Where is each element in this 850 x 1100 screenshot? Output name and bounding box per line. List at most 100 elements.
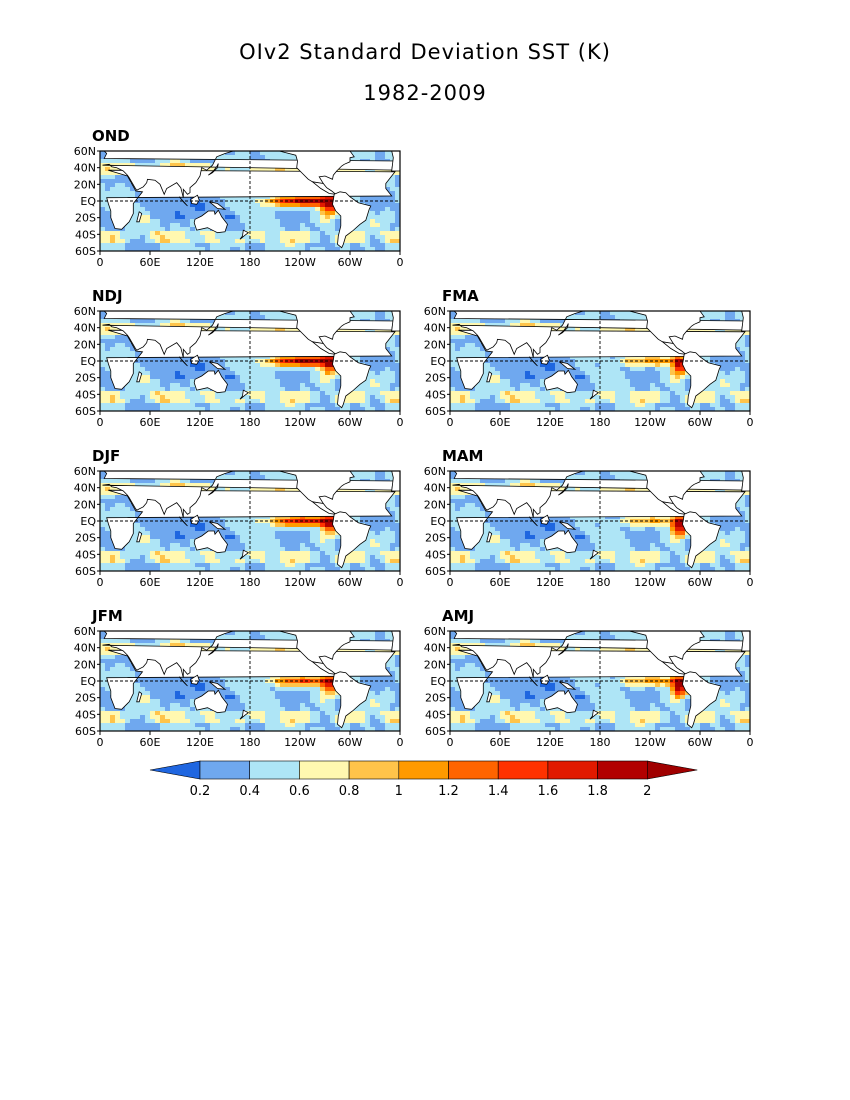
sst-cell: [370, 363, 376, 368]
sst-cell: [390, 207, 396, 212]
sst-cell: [165, 367, 171, 372]
sst-cell: [215, 563, 221, 568]
sst-cell: [155, 695, 161, 700]
sst-cell: [255, 539, 261, 544]
sst-cell: [375, 379, 381, 384]
sst-cell: [180, 407, 186, 412]
sst-cell: [100, 675, 106, 680]
sst-cell: [350, 243, 356, 248]
sst-cell: [130, 551, 136, 556]
sst-cell: [200, 235, 206, 240]
sst-cell: [145, 375, 151, 380]
sst-cell: [330, 379, 336, 384]
sst-cell: [310, 203, 316, 208]
lat-label-2: 20N: [74, 178, 96, 191]
sst-cell: [305, 211, 311, 216]
sst-cell: [125, 551, 131, 556]
sst-cell: [310, 227, 316, 232]
sst-cell: [160, 215, 166, 220]
sst-cell: [165, 371, 171, 376]
sst-cell: [250, 535, 256, 540]
sst-cell: [105, 187, 111, 192]
sst-cell: [250, 383, 256, 388]
sst-cell: [280, 219, 286, 224]
sst-cell: [210, 159, 216, 164]
sst-cell: [130, 507, 136, 512]
sst-cell: [225, 375, 231, 380]
sst-cell: [295, 539, 301, 544]
sst-cell: [325, 195, 331, 200]
sst-cell: [105, 219, 111, 224]
sst-cell: [295, 555, 301, 560]
sst-cell: [175, 215, 181, 220]
sst-cell: [160, 211, 166, 216]
sst-cell: [100, 539, 106, 544]
sst-cell: [120, 347, 126, 352]
sst-cell: [230, 315, 236, 320]
sst-cell: [125, 711, 131, 716]
sst-cell: [250, 243, 256, 248]
sst-cell: [100, 387, 106, 392]
sst-cell: [395, 559, 401, 564]
sst-cell: [150, 387, 156, 392]
sst-cell: [230, 151, 236, 156]
sst-cell: [320, 247, 326, 252]
sst-cell: [395, 187, 401, 192]
sst-cell: [270, 515, 276, 520]
sst-cell: [290, 167, 296, 172]
sst-cell: [175, 235, 181, 240]
sst-cell: [170, 223, 176, 228]
sst-cell: [275, 471, 281, 476]
sst-cell: [180, 563, 186, 568]
sst-cell: [115, 659, 121, 664]
sst-cell: [115, 555, 121, 560]
sst-cell: [320, 551, 326, 556]
sst-cell: [100, 695, 106, 700]
sst-cell: [280, 543, 286, 548]
sst-cell: [255, 535, 261, 540]
sst-cell: [145, 479, 151, 484]
sst-cell: [165, 227, 171, 232]
sst-cell: [395, 175, 401, 180]
sst-cell: [180, 479, 186, 484]
sst-cell: [285, 215, 291, 220]
sst-cell: [125, 507, 131, 512]
sst-cell: [350, 555, 356, 560]
sst-cell: [380, 555, 386, 560]
sst-cell: [250, 379, 256, 384]
lat-label-6: 60S: [75, 565, 96, 578]
sst-cell: [135, 367, 141, 372]
sst-cell: [105, 183, 111, 188]
sst-cell: [150, 683, 156, 688]
sst-cell: [390, 379, 396, 384]
sst-cell: [345, 555, 351, 560]
sst-cell: [280, 539, 286, 544]
sst-cell: [295, 399, 301, 404]
sst-cell: [385, 527, 391, 532]
sst-cell: [260, 379, 266, 384]
sst-cell: [315, 363, 321, 368]
sst-cell: [240, 151, 246, 156]
sst-cell: [235, 151, 241, 156]
sst-cell: [135, 707, 141, 712]
panel-label-jfm: JFM: [92, 607, 123, 625]
sst-cell: [120, 655, 126, 660]
sst-cell: [390, 563, 396, 568]
sst-cell: [105, 159, 111, 164]
sst-cell: [105, 567, 111, 572]
sst-cell: [275, 247, 281, 252]
sst-cell: [385, 567, 391, 572]
sst-cell: [200, 367, 206, 372]
sst-cell: [285, 235, 291, 240]
sst-cell: [100, 367, 106, 372]
sst-cell: [395, 543, 401, 548]
sst-cell: [160, 543, 166, 548]
sst-cell: [325, 355, 331, 360]
sst-cell: [275, 211, 281, 216]
sst-cell: [225, 383, 231, 388]
sst-cell: [195, 207, 201, 212]
sst-cell: [155, 323, 161, 328]
sst-cell: [100, 555, 106, 560]
sst-cell: [125, 231, 131, 236]
sst-cell: [260, 407, 266, 412]
